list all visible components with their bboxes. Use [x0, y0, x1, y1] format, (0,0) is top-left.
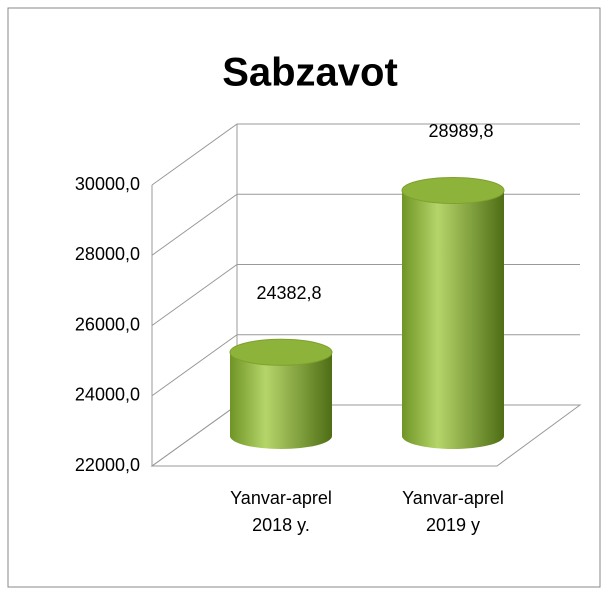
y-tick-label: 26000,0 [75, 314, 140, 334]
bar [401, 176, 505, 449]
bar-top [401, 176, 505, 204]
y-tick-label: 30000,0 [75, 174, 140, 194]
x-tick-label: Yanvar-aprel 2018 y. [230, 488, 332, 535]
x-tick-label: Yanvar-aprel 2019 y [402, 488, 504, 535]
bar-body [230, 352, 332, 449]
chart-title: Sabzavot [222, 51, 398, 95]
value-label: 24382,8 [256, 283, 321, 303]
bar [229, 338, 333, 449]
y-tick-label: 22000,0 [75, 455, 140, 475]
y-tick-label: 24000,0 [75, 385, 140, 405]
bar-top [229, 338, 333, 366]
value-label: 28989,8 [428, 121, 493, 141]
grid-line [151, 123, 580, 186]
y-tick-label: 28000,0 [75, 244, 140, 264]
bar-body [402, 190, 504, 449]
